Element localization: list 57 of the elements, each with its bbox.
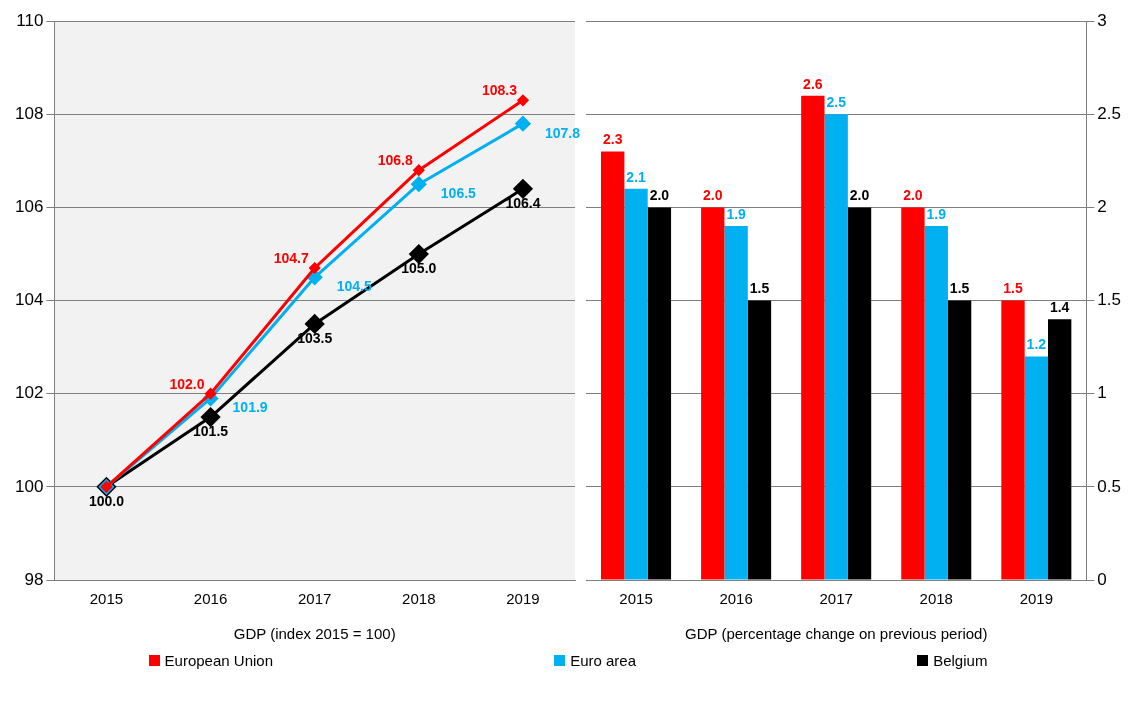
data-label: 1.9 bbox=[926, 205, 947, 222]
y-tick-label: 110 bbox=[16, 10, 44, 30]
data-label: 2.1 bbox=[626, 168, 646, 185]
data-label: 103.5 bbox=[297, 329, 333, 346]
data-label: 105.0 bbox=[401, 259, 437, 276]
x-tick-label: 2016 bbox=[719, 590, 753, 608]
data-label: 2.0 bbox=[903, 187, 923, 204]
x-tick-label: 2018 bbox=[919, 590, 953, 608]
y-tick-label: 104 bbox=[14, 290, 44, 310]
y-tick-label: 1.5 bbox=[1097, 290, 1122, 310]
y-tick-label: 102 bbox=[14, 383, 44, 403]
data-label: 101.9 bbox=[232, 399, 268, 416]
data-label: 106.4 bbox=[505, 194, 541, 211]
data-label: 108.3 bbox=[481, 82, 518, 99]
data-label: 1.5 bbox=[749, 280, 770, 297]
data-label: 2.0 bbox=[649, 187, 670, 204]
y-tick-label: 3 bbox=[1097, 10, 1107, 30]
x-axis-title: GDP (percentage change on previous period) bbox=[684, 625, 988, 643]
y-tick-label: 1 bbox=[1097, 383, 1107, 403]
y-tick-label: 106 bbox=[14, 197, 44, 217]
y-tick-label: 108 bbox=[14, 104, 44, 124]
y-tick-label: 98 bbox=[24, 569, 44, 589]
x-tick-label: 2017 bbox=[297, 590, 332, 608]
data-label: 1.4 bbox=[1049, 299, 1070, 316]
x-tick-label: 2019 bbox=[506, 590, 540, 608]
data-label: 2.0 bbox=[849, 187, 870, 204]
y-tick-label: 0.5 bbox=[1097, 476, 1122, 496]
data-label: 107.8 bbox=[544, 124, 581, 141]
y-tick-label: 2.5 bbox=[1097, 104, 1122, 124]
data-label: 1.5 bbox=[1003, 280, 1023, 297]
data-label: 1.5 bbox=[949, 280, 970, 297]
data-label: 1.2 bbox=[1026, 336, 1047, 353]
data-label: 106.5 bbox=[440, 185, 477, 202]
data-label: 1.9 bbox=[726, 205, 747, 222]
x-tick-label: 2015 bbox=[619, 590, 653, 608]
data-label: 100.0 bbox=[88, 492, 125, 509]
x-axis-title: GDP (index 2015 = 100) bbox=[233, 625, 396, 643]
x-tick-label: 2016 bbox=[193, 590, 228, 608]
x-tick-label: 2019 bbox=[1019, 590, 1054, 608]
y-tick-label: 2 bbox=[1097, 197, 1107, 217]
data-label: 2.3 bbox=[602, 131, 623, 148]
y-tick-label: 0 bbox=[1097, 569, 1107, 589]
data-label: 106.8 bbox=[377, 152, 414, 169]
data-label: 2.5 bbox=[826, 94, 847, 111]
x-tick-label: 2015 bbox=[89, 590, 124, 608]
data-label: 101.5 bbox=[193, 422, 229, 439]
legend-label: Euro area bbox=[570, 652, 637, 669]
data-label: 104.5 bbox=[336, 278, 372, 295]
data-label: 2.0 bbox=[703, 187, 723, 204]
legend-label: European Union bbox=[164, 652, 273, 669]
data-label: 102.0 bbox=[169, 375, 205, 392]
legend-label: Belgium bbox=[933, 652, 988, 669]
data-label: 104.7 bbox=[273, 249, 309, 266]
x-tick-label: 2018 bbox=[402, 590, 436, 608]
y-tick-label: 100 bbox=[14, 476, 44, 496]
x-tick-label: 2017 bbox=[819, 590, 853, 608]
data-label: 2.6 bbox=[803, 75, 823, 92]
